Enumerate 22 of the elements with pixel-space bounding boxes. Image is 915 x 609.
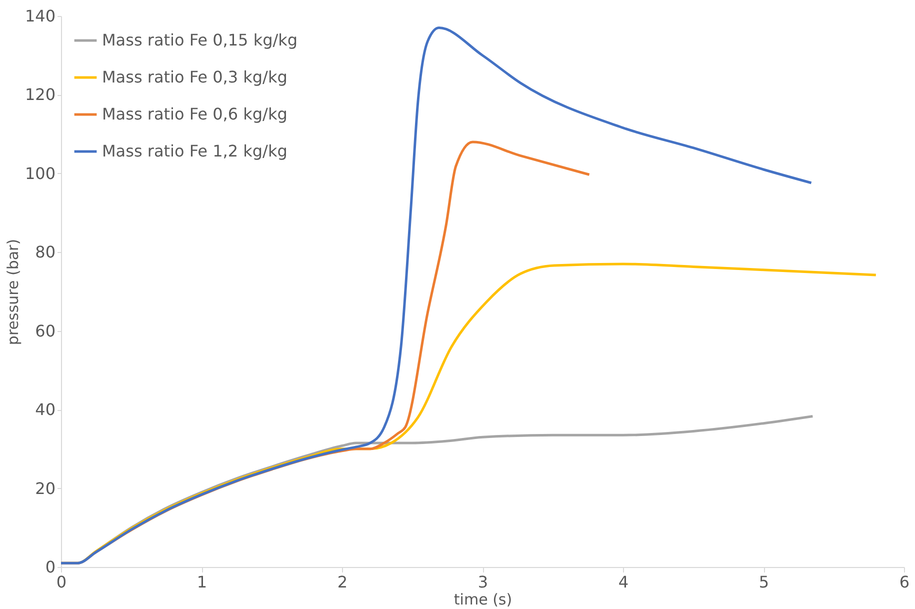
y-tick-label: 100 xyxy=(24,164,56,183)
x-tick-label: 2 xyxy=(337,572,348,592)
y-tick-label: 120 xyxy=(24,85,56,104)
x-tick-label: 1 xyxy=(196,572,208,592)
y-tick-label: 60 xyxy=(35,321,56,340)
x-tick-label: 5 xyxy=(758,572,770,592)
line-series xyxy=(60,26,813,564)
y-tick-label: 140 xyxy=(24,6,56,26)
x-axis-title: time (s) xyxy=(454,590,512,608)
y-tick-label: 80 xyxy=(35,242,56,262)
y-tick-label: 0 xyxy=(45,558,56,576)
x-tick-label: 0 xyxy=(56,572,67,592)
legend-label: Mass ratio Fe 0,3 kg/kg xyxy=(102,68,288,86)
legend-label: Mass ratio Fe 1,2 kg/kg xyxy=(102,142,288,160)
legend-label: Mass ratio Fe 0,6 kg/kg xyxy=(102,104,288,124)
y-axis-title: pressure (bar) xyxy=(4,238,22,346)
y-tick-label: 20 xyxy=(35,478,56,498)
x-tick-label: 3 xyxy=(478,572,488,592)
x-tick-label: 4 xyxy=(618,572,629,592)
legend-label: Mass ratio Fe 0,15 kg/kg xyxy=(102,30,298,50)
x-tick-label: 6 xyxy=(899,572,910,592)
y-tick-label: 40 xyxy=(35,400,56,420)
